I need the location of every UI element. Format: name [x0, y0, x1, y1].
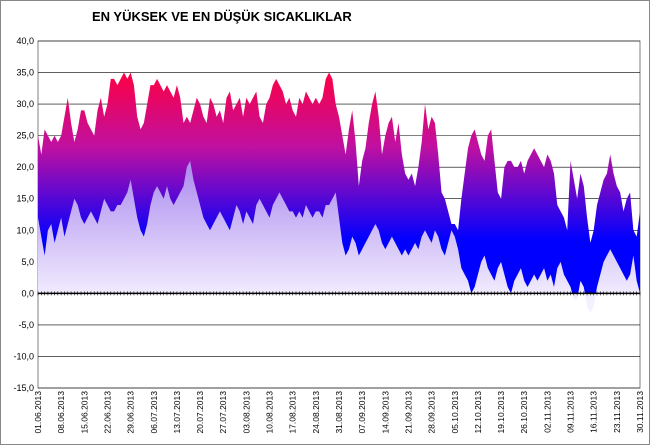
y-tick-label: 20,0 — [16, 162, 34, 172]
y-tick-label: 35,0 — [16, 68, 34, 78]
x-tick-label: 08.06.2013 — [56, 391, 66, 434]
x-tick-label: 06.07.2013 — [149, 391, 159, 434]
y-tick-label: 10,0 — [16, 225, 34, 235]
y-tick-label: 0,0 — [21, 288, 34, 298]
x-tick-label: 26.10.2013 — [519, 391, 529, 434]
y-tick-label: -5,0 — [18, 320, 34, 330]
x-tick-label: 14.09.2013 — [380, 391, 390, 434]
y-tick-label: 5,0 — [21, 257, 34, 267]
y-tick-label: 15,0 — [16, 194, 34, 204]
x-tick-label: 23.11.2013 — [612, 391, 622, 433]
y-tick-label: 40,0 — [16, 36, 34, 46]
x-tick-label: 17.08.2013 — [288, 391, 298, 434]
x-tick-label: 13.07.2013 — [172, 391, 182, 434]
x-tick-label: 21.09.2013 — [403, 391, 413, 434]
x-tick-label: 03.08.2013 — [241, 391, 251, 434]
x-tick-label: 28.09.2013 — [427, 391, 437, 434]
x-tick-label: 15.06.2013 — [79, 391, 89, 434]
y-tick-label: 25,0 — [16, 131, 34, 141]
x-tick-label: 24.08.2013 — [311, 391, 321, 434]
x-tick-label: 12.10.2013 — [473, 391, 483, 434]
chart-title: EN YÜKSEK VE EN DÜŞÜK SICAKLIKLAR — [92, 9, 352, 24]
x-tick-label: 27.07.2013 — [218, 391, 228, 434]
x-tick-label: 19.10.2013 — [496, 391, 506, 434]
y-tick-label: -10,0 — [13, 351, 34, 361]
x-tick-label: 31.08.2013 — [334, 391, 344, 434]
area-min — [38, 160, 640, 313]
y-tick-label: -15,0 — [13, 383, 34, 393]
x-tick-label: 16.11.2013 — [589, 391, 599, 433]
x-tick-label: 22.06.2013 — [102, 391, 112, 434]
x-tick-label: 09.11.2013 — [566, 391, 576, 433]
x-tick-label: 29.06.2013 — [126, 391, 136, 434]
x-tick-label: 01.06.2013 — [33, 391, 43, 434]
x-tick-label: 30.11.2013 — [635, 391, 645, 433]
x-tick-label: 07.09.2013 — [357, 391, 367, 434]
y-tick-label: 30,0 — [16, 99, 34, 109]
x-tick-label: 20.07.2013 — [195, 391, 205, 434]
x-tick-label: 05.10.2013 — [450, 391, 460, 434]
x-tick-label: 02.11.2013 — [542, 391, 552, 433]
x-tick-label: 10.08.2013 — [265, 391, 275, 434]
